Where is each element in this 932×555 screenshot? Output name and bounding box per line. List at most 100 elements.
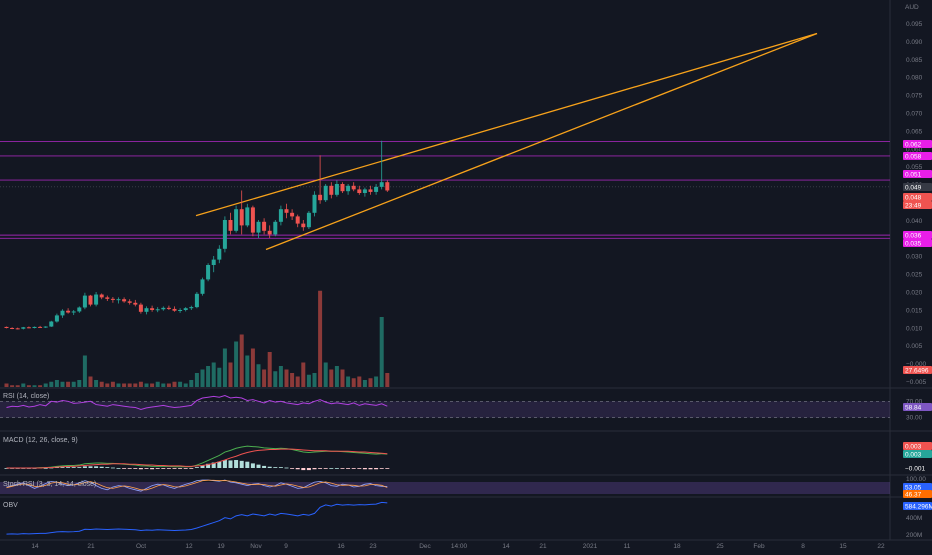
macd-histogram-bar [295, 468, 300, 470]
obv-tick-label: 400M [906, 515, 922, 522]
candle-body [267, 230, 272, 235]
volume-bar [312, 373, 317, 387]
candle-body [234, 209, 239, 231]
obv-pane[interactable] [6, 501, 388, 535]
volume-bar [262, 369, 267, 387]
macd-histogram-bar [318, 468, 323, 469]
volume-bar [10, 385, 15, 387]
stoch-rsi-band [0, 482, 890, 494]
macd-histogram-bar [99, 466, 104, 468]
macd-histogram-bar [178, 468, 183, 469]
candle-body [116, 299, 121, 301]
price-pane[interactable] [0, 32, 890, 330]
rsi-value-badge: 58.84 [903, 403, 932, 412]
macd-histogram-bar [284, 467, 289, 469]
macd-histogram-bar [256, 464, 261, 468]
candle-body [284, 209, 289, 213]
volume-bar [127, 383, 132, 387]
date-tick-label: 12 [185, 543, 193, 550]
price-axis[interactable]: 0.095 0.090 0.085 0.080 0.075 0.070 0.065 0.060… [903, 21, 932, 539]
volume-bar [295, 376, 300, 387]
price-badge-box [903, 193, 932, 201]
volume-bar [340, 369, 345, 387]
candle-body [206, 265, 211, 280]
stoch-rsi-pane[interactable] [0, 479, 890, 494]
volume-bar [138, 381, 143, 387]
price-badge: 0.051 [903, 170, 932, 179]
candle-body [183, 308, 188, 310]
macd-histogram-bar [166, 468, 171, 469]
price-tick-label: −0.005 [906, 379, 926, 386]
macd-histogram-bar [357, 468, 362, 469]
candle-body [222, 220, 227, 249]
volume-bar [88, 376, 93, 387]
price-tick-label: −0.000 [906, 361, 926, 368]
volume-bar [379, 317, 384, 387]
price-badge-box [903, 464, 932, 472]
volume-bar [284, 369, 289, 387]
rsi-pane[interactable] [0, 395, 890, 419]
volume-bar [245, 355, 250, 387]
macd-value-badge: 0.003 [903, 450, 932, 459]
date-tick-label: 23 [369, 543, 377, 550]
price-badge-label: 0.035 [905, 241, 922, 248]
volume-bar [334, 366, 339, 387]
date-axis[interactable]: 14 21 Oct 12 19 Nov 9 16 23 Dec 14:00 14 21 2021 11 18 2… [31, 543, 885, 550]
price-tick-label: 0.020 [906, 290, 923, 297]
grid [0, 0, 932, 541]
date-tick-label: 16 [337, 543, 345, 550]
macd-histogram-bar [273, 467, 278, 468]
macd-histogram-bar [362, 468, 367, 470]
macd-histogram-bar [306, 468, 311, 471]
candle-body [329, 185, 334, 195]
price-badge: 0.035 [903, 239, 932, 248]
candle-body [166, 307, 171, 309]
candle-body [301, 223, 306, 228]
price-tick-label: 0.040 [906, 218, 923, 225]
macd-histogram-bar [234, 460, 239, 468]
date-tick-label: Dec [419, 543, 431, 550]
candle-body [200, 279, 205, 294]
macd-histogram-bar [155, 468, 160, 469]
price-badge-label: 0.036 [905, 233, 922, 240]
candle-body [368, 189, 373, 192]
price-badge-box [903, 231, 932, 239]
price-tick-label: 0.075 [906, 93, 923, 100]
macd-histogram-bar [150, 468, 155, 470]
macd-histogram-bar [138, 468, 143, 470]
volume-bar [82, 355, 87, 387]
volume-bar [54, 380, 59, 387]
candle-body [94, 294, 99, 305]
macd-histogram-bar [301, 468, 306, 471]
stoch-rsi-label[interactable]: Stoch RSI (3, 3, 14, 14, close) [3, 481, 96, 488]
macd-histogram-bar [346, 468, 351, 469]
candle-body [82, 295, 87, 308]
volume-bar [133, 383, 138, 387]
macd-label[interactable]: MACD (12, 26, close, 9) [3, 437, 78, 444]
obv-value-badge: 584.296M [903, 502, 932, 511]
date-tick-label: 21 [87, 543, 95, 550]
macd-histogram-bar [217, 461, 222, 468]
price-tick-label: 0.070 [906, 111, 923, 118]
price-tick-label: 0.055 [906, 164, 923, 171]
macd-histogram-bar [278, 467, 283, 468]
candle-body [122, 299, 127, 302]
date-tick-label: 8 [801, 543, 805, 550]
rsi-label[interactable]: RSI (14, close) [3, 393, 49, 400]
date-tick-label: 22 [877, 543, 885, 550]
candle-body [172, 308, 177, 311]
volume-bar [43, 383, 48, 387]
price-badge-label: 53.05 [905, 485, 922, 492]
macd-histogram-bar [60, 467, 65, 468]
date-tick-label: 2021 [583, 543, 598, 550]
candle-body [194, 293, 199, 308]
macd-histogram-bar [385, 468, 390, 469]
volume-bar [306, 374, 311, 387]
obv-label[interactable]: OBV [3, 502, 18, 509]
price-badge: 27.6496 [903, 366, 932, 375]
macd-pane[interactable] [4, 445, 390, 471]
price-badge: 0.048 [903, 193, 932, 202]
date-tick-label: 11 [624, 543, 631, 550]
candle-body [4, 326, 9, 328]
macd-histogram-bar [71, 467, 76, 468]
